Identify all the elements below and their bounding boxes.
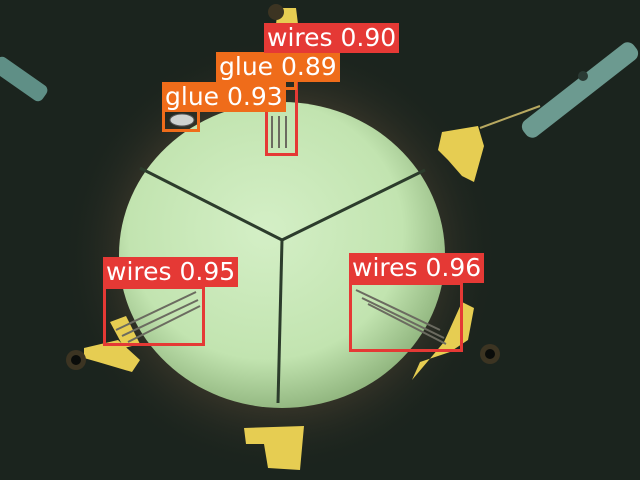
detection-label-glue-2: glue 0.93 xyxy=(162,82,286,112)
detection-class: glue xyxy=(219,52,274,81)
probe-needle-right xyxy=(479,42,639,138)
detection-score: 0.89 xyxy=(281,52,337,81)
detection-class: wires xyxy=(352,253,418,282)
glue-spot xyxy=(169,113,195,127)
detection-class: wires xyxy=(106,257,172,286)
wire-bundles xyxy=(115,116,447,345)
detection-box-wires-2 xyxy=(103,286,205,346)
detection-score: 0.90 xyxy=(340,23,397,52)
detection-score: 0.95 xyxy=(179,257,236,286)
divider-lines xyxy=(139,166,426,404)
detection-label-wires-1: wires 0.90 xyxy=(264,23,400,53)
detection-label-wires-2: wires 0.95 xyxy=(103,257,239,287)
detection-score: 0.96 xyxy=(425,253,482,282)
probe-needle-left xyxy=(0,56,48,102)
detection-label-wires-3: wires 0.96 xyxy=(349,253,485,283)
detection-label-glue-1: glue 0.89 xyxy=(216,52,340,82)
fiducial-marks xyxy=(66,4,500,370)
detection-box-wires-3 xyxy=(349,282,463,352)
detection-class: wires xyxy=(267,23,333,52)
detection-class: glue xyxy=(165,82,220,111)
detection-score: 0.93 xyxy=(227,82,283,111)
